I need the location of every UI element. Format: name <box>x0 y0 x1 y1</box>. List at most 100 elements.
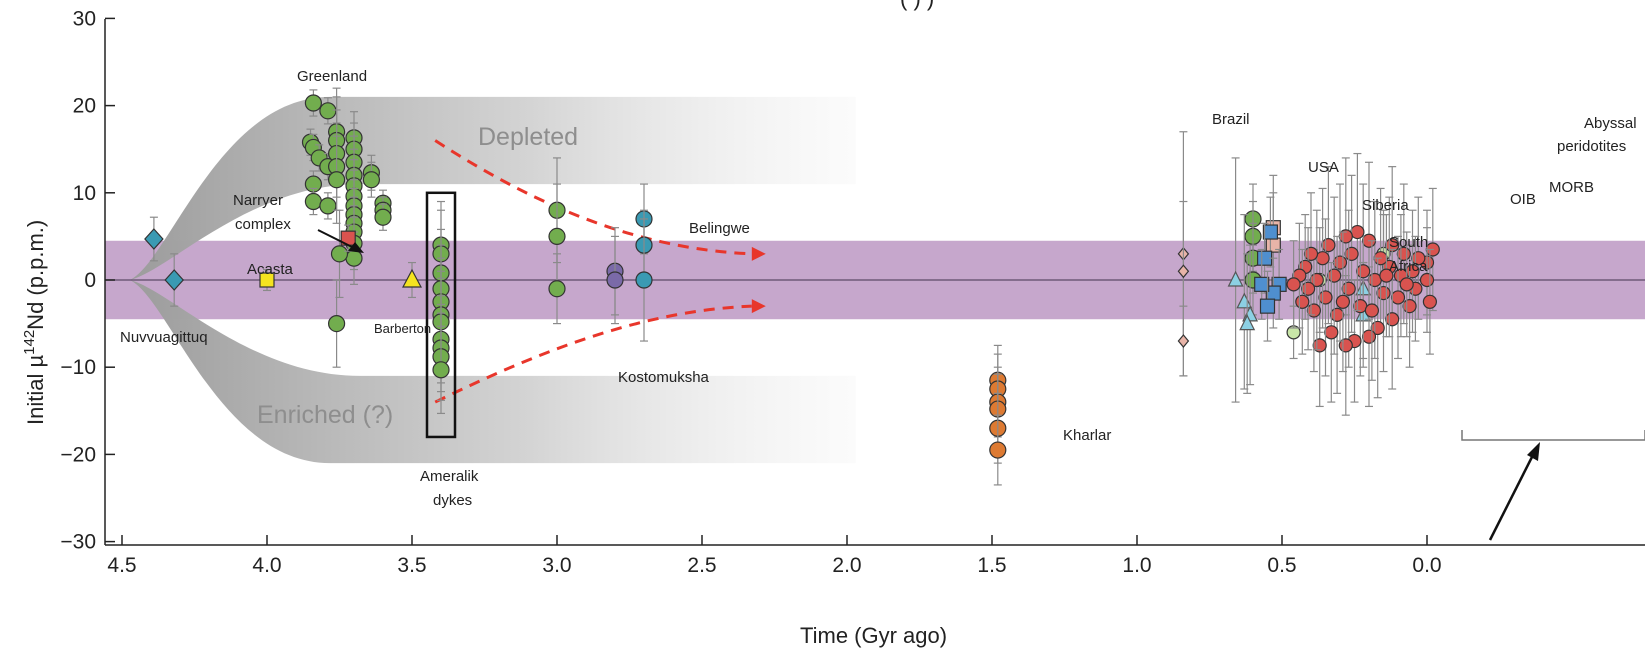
data-point <box>1177 305 1190 377</box>
marker-circle <box>1344 246 1359 261</box>
nuvvuagittuq-label: Nuvvuagittuq <box>120 329 208 346</box>
brazil-label: Brazil <box>1212 111 1250 128</box>
marker-circle <box>1402 299 1417 314</box>
data-point <box>328 135 346 224</box>
data-point <box>635 218 653 342</box>
oib-pointer <box>1488 454 1535 541</box>
acasta-label: Acasta <box>247 261 294 278</box>
data-point <box>304 89 322 117</box>
marker-circle <box>1379 268 1394 283</box>
data-point <box>548 253 566 325</box>
marker-circle <box>362 171 380 189</box>
data-point <box>330 209 349 299</box>
south-africa-label-2: Africa <box>1389 258 1428 275</box>
marker-triangle <box>1236 292 1253 309</box>
y-tick-label: −20 <box>60 443 96 466</box>
marker-circle <box>1300 281 1316 296</box>
marker-circle <box>1361 329 1377 344</box>
belingwe-label: Belingwe <box>689 220 750 237</box>
x-axis-title: Time (Gyr ago) <box>800 623 947 648</box>
data-point <box>1379 214 1394 338</box>
marker-circle <box>635 271 653 289</box>
data-point <box>374 203 392 231</box>
marker-circle <box>304 94 322 112</box>
y-tick-label: 10 <box>73 182 96 205</box>
marker-circle <box>1332 255 1348 270</box>
oib-label: OIB <box>1510 191 1536 208</box>
data-point <box>319 192 337 220</box>
ameralik-box <box>425 191 457 439</box>
oib-bracket <box>1461 430 1645 441</box>
marker-circle <box>1286 277 1301 292</box>
x-tick-label: 1.0 <box>1122 554 1151 577</box>
x-tick-label: 2.0 <box>832 554 861 577</box>
marker-circle <box>1341 281 1356 296</box>
data-point <box>1422 248 1438 355</box>
data-point <box>340 224 356 252</box>
ameralik-label-1: Ameralik <box>420 468 479 485</box>
marker-circle <box>330 245 349 263</box>
marker-circle <box>1356 264 1371 279</box>
x-tick-label: 0.5 <box>1267 554 1296 577</box>
marker-circle <box>304 192 322 211</box>
data-point <box>259 268 275 292</box>
marker-diamond <box>144 228 164 250</box>
marker-square <box>1259 298 1276 314</box>
marker-circle <box>1295 294 1310 309</box>
narryer-pointer-head <box>348 242 364 253</box>
y-axis-title: Initial µ142Nd (p.p.m.) <box>21 220 48 425</box>
marker-circle <box>1335 294 1351 309</box>
marker-circle <box>374 208 392 226</box>
x-tick-label: 2.5 <box>687 554 716 577</box>
y-tick-label: −10 <box>60 356 96 379</box>
data-point <box>432 325 450 415</box>
marker-circle <box>319 102 337 120</box>
marker-circle <box>328 171 346 189</box>
marker-triangle <box>1227 270 1244 287</box>
marker-circle <box>1422 294 1438 309</box>
y-tick-label: 0 <box>84 269 96 292</box>
data-point <box>1265 257 1281 329</box>
marker-diamond <box>164 269 185 291</box>
marker-circle <box>548 280 566 298</box>
marker-circle <box>1327 268 1342 283</box>
enriched-label: Enriched (?) <box>257 401 393 429</box>
abyssal-label-1: Abyssal <box>1584 115 1637 132</box>
enriched-region <box>130 280 856 464</box>
data-point <box>1315 187 1330 329</box>
x-tick-label: 1.5 <box>977 554 1006 577</box>
marker-circle <box>1318 290 1333 305</box>
y-tick-label: −30 <box>60 531 96 554</box>
x-tick-label: 3.0 <box>542 554 571 577</box>
marker-circle <box>1329 307 1345 322</box>
marker-triangle <box>1239 314 1256 331</box>
x-tick-label: 4.5 <box>107 554 136 577</box>
data-point <box>989 414 1007 486</box>
barberton-label: Barberton <box>374 321 431 336</box>
data-point <box>606 235 624 325</box>
narryer-label-1: Narryer <box>233 192 283 209</box>
marker-circle <box>1364 303 1380 318</box>
marker-circle <box>1303 246 1319 261</box>
data-point <box>1259 270 1276 342</box>
y-axis-title-rest: Nd (p.p.m.) <box>23 220 48 330</box>
y-axis-title-base: Initial µ <box>23 355 48 425</box>
marker-circle <box>1385 312 1400 327</box>
marker-circle <box>548 227 566 245</box>
siberia-label: Siberia <box>1362 197 1409 214</box>
south-africa-label-1: South <box>1389 234 1428 251</box>
x-tick-label: 0.0 <box>1412 554 1441 577</box>
data-point <box>328 279 346 368</box>
marker-circle <box>1399 277 1414 292</box>
marker-circle <box>606 271 624 289</box>
data-point <box>319 97 337 125</box>
data-point <box>402 261 422 299</box>
y-tick-label: 30 <box>73 7 96 30</box>
marker-circle <box>989 441 1007 459</box>
top-partial-title: ( ) ) <box>900 0 934 11</box>
marker-circle <box>1419 272 1435 288</box>
greenland-label: Greenland <box>297 68 367 85</box>
marker-circle <box>328 315 346 333</box>
marker-diamond <box>1177 334 1190 348</box>
